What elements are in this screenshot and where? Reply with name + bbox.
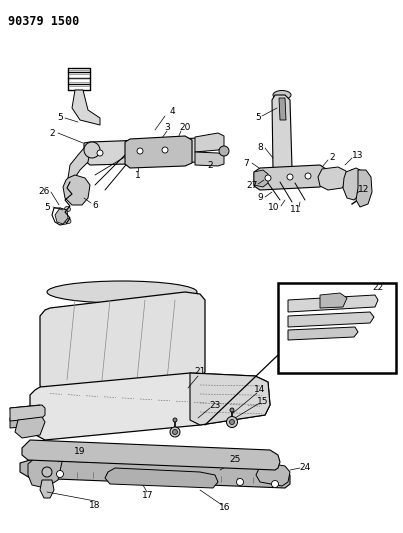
Polygon shape	[272, 95, 292, 175]
Circle shape	[272, 481, 278, 488]
Polygon shape	[10, 405, 45, 421]
Polygon shape	[40, 292, 205, 398]
Polygon shape	[288, 295, 378, 312]
Text: 22: 22	[372, 284, 384, 293]
Text: 6: 6	[92, 200, 98, 209]
Text: 19: 19	[74, 448, 86, 456]
Text: 13: 13	[352, 150, 364, 159]
Polygon shape	[195, 152, 224, 166]
Polygon shape	[320, 293, 347, 308]
Polygon shape	[22, 440, 280, 470]
Text: 9: 9	[257, 193, 263, 203]
Text: 1: 1	[135, 171, 141, 180]
Text: 12: 12	[358, 185, 370, 195]
Circle shape	[181, 475, 189, 482]
Polygon shape	[28, 455, 62, 488]
Circle shape	[173, 418, 177, 422]
Circle shape	[84, 142, 100, 158]
Polygon shape	[190, 373, 270, 425]
Ellipse shape	[65, 219, 71, 223]
Ellipse shape	[47, 281, 197, 303]
Text: 10: 10	[268, 204, 280, 213]
Circle shape	[137, 148, 143, 154]
Polygon shape	[343, 168, 365, 200]
Text: 11: 11	[290, 206, 302, 214]
Polygon shape	[55, 208, 68, 224]
Text: 7: 7	[243, 158, 249, 167]
Polygon shape	[63, 175, 90, 205]
Text: 26: 26	[38, 188, 50, 197]
Polygon shape	[356, 170, 372, 207]
Circle shape	[170, 427, 180, 437]
Polygon shape	[254, 165, 326, 190]
Circle shape	[56, 471, 64, 478]
Text: 16: 16	[219, 504, 231, 513]
Circle shape	[172, 430, 177, 434]
Polygon shape	[10, 415, 42, 428]
Text: 18: 18	[89, 500, 101, 510]
Polygon shape	[125, 136, 192, 168]
Text: 24: 24	[299, 464, 311, 472]
Polygon shape	[68, 148, 90, 182]
Text: 4: 4	[169, 108, 175, 117]
Circle shape	[226, 416, 237, 427]
Text: 17: 17	[142, 490, 154, 499]
Text: 21: 21	[194, 367, 206, 376]
Text: 20: 20	[179, 124, 191, 133]
Ellipse shape	[66, 182, 71, 188]
Ellipse shape	[273, 91, 291, 100]
Text: 2: 2	[49, 128, 55, 138]
FancyBboxPatch shape	[278, 283, 396, 373]
Polygon shape	[256, 462, 290, 486]
Text: 14: 14	[254, 385, 266, 394]
Text: 2: 2	[207, 160, 213, 169]
Polygon shape	[40, 480, 54, 498]
Circle shape	[237, 479, 243, 486]
Polygon shape	[20, 460, 290, 488]
Circle shape	[305, 173, 311, 179]
Polygon shape	[318, 167, 348, 190]
Circle shape	[230, 408, 234, 412]
Polygon shape	[30, 373, 270, 440]
Polygon shape	[288, 312, 374, 327]
Circle shape	[265, 175, 271, 181]
Circle shape	[97, 150, 103, 156]
Ellipse shape	[66, 195, 71, 199]
Text: 5: 5	[44, 203, 50, 212]
Circle shape	[162, 147, 168, 153]
Text: 15: 15	[257, 398, 269, 407]
Text: 3: 3	[164, 123, 170, 132]
Circle shape	[106, 472, 114, 480]
Circle shape	[229, 419, 235, 424]
Text: 27: 27	[246, 181, 258, 190]
Text: 90379 1500: 90379 1500	[8, 15, 79, 28]
Polygon shape	[254, 170, 268, 187]
Text: 5: 5	[57, 114, 63, 123]
Polygon shape	[195, 133, 224, 152]
Polygon shape	[10, 405, 42, 418]
Text: 8: 8	[257, 142, 263, 151]
Circle shape	[287, 174, 293, 180]
Circle shape	[42, 467, 52, 477]
Ellipse shape	[64, 206, 71, 212]
Text: 23: 23	[209, 400, 221, 409]
Polygon shape	[15, 417, 45, 438]
Text: 2: 2	[329, 154, 335, 163]
Circle shape	[219, 146, 229, 156]
Polygon shape	[84, 138, 205, 165]
Polygon shape	[105, 468, 218, 488]
Polygon shape	[288, 327, 358, 340]
Polygon shape	[72, 90, 100, 125]
Polygon shape	[279, 98, 286, 120]
Text: 25: 25	[229, 456, 241, 464]
Text: 5: 5	[255, 114, 261, 123]
